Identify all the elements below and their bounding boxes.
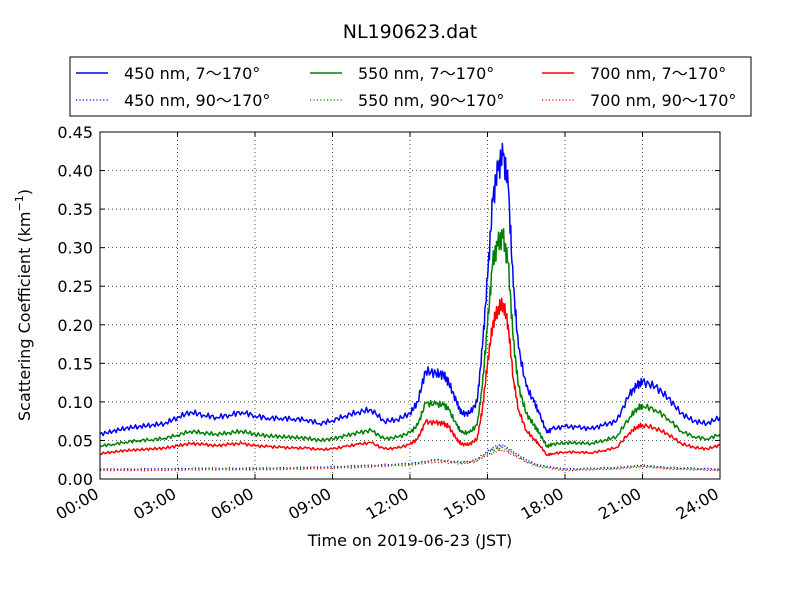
y-tick-label: 0.40 [57, 162, 93, 181]
y-axis-label-main: Scattering Coefficient (km [15, 211, 34, 421]
grid [100, 132, 720, 479]
y-tick-label: 0.35 [57, 200, 93, 219]
series-layer [99, 142, 721, 472]
legend: 450 nm, 7～170° 550 nm, 7～170° 700 nm, 7～17… [69, 56, 752, 117]
legend-label-5: 700 nm, 90～170° [590, 91, 736, 110]
y-tick-label: 0.05 [57, 431, 93, 450]
y-axis-label-sup: −1 [13, 195, 26, 211]
y-tick-label: 0.00 [57, 470, 93, 489]
y-tick-label: 0.10 [57, 393, 93, 412]
y-tick-label: 0.30 [57, 239, 93, 258]
series-line-0 [99, 142, 721, 437]
ticks [99, 131, 721, 480]
series-line-1 [99, 228, 721, 449]
y-tick-label: 0.45 [57, 123, 93, 142]
legend-box [69, 56, 752, 117]
series-line-5 [99, 448, 721, 472]
y-tick-label: 0.15 [57, 354, 93, 373]
chart-title: NL190623.dat [343, 21, 478, 43]
x-axis-label: Time on 2019-06-23 (JST) [307, 531, 512, 550]
y-axis-label: Scattering Coefficient (km−1) [13, 189, 34, 421]
y-tick-label: 0.25 [57, 277, 93, 296]
legend-label-2: 700 nm, 7～170° [590, 64, 726, 83]
series-line-4 [99, 445, 721, 471]
legend-label-0: 450 nm, 7～170° [124, 64, 260, 83]
series-line-2 [99, 297, 721, 457]
legend-label-4: 550 nm, 90～170° [358, 91, 504, 110]
legend-label-3: 450 nm, 90～170° [124, 91, 270, 110]
y-tick-label: 0.20 [57, 316, 93, 335]
y-axis-label-close: ) [15, 189, 34, 195]
legend-label-1: 550 nm, 7～170° [358, 64, 494, 83]
y-tick-labels: 0.00 0.05 0.10 0.15 0.20 0.25 0.30 0.35 0.40 0.45 [57, 123, 93, 489]
